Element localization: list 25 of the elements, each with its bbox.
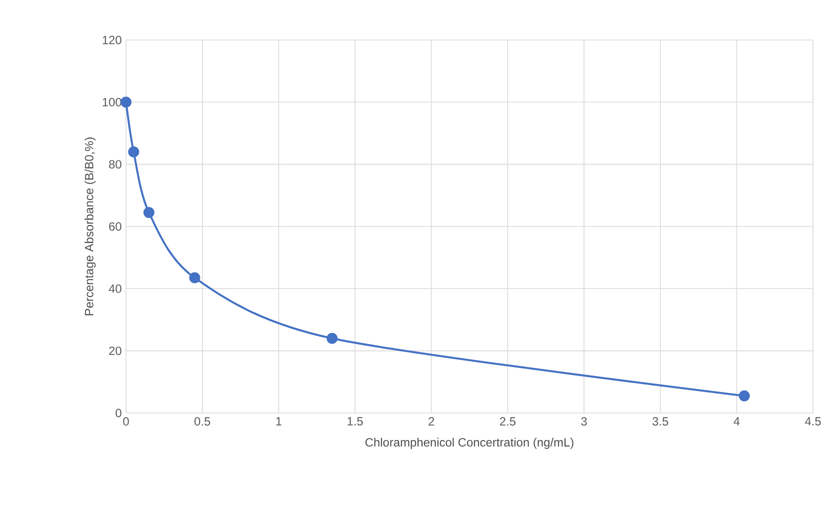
x-tick-label: 2 [428, 417, 434, 426]
y-tick-label: 0 [116, 408, 122, 418]
x-tick-label: 4 [734, 417, 740, 426]
point [189, 272, 200, 284]
point [738, 390, 750, 402]
x-tick-label: 1 [276, 417, 282, 426]
x-tick-label: 3 [581, 417, 587, 426]
y-tick-label: 20 [109, 346, 122, 356]
point [120, 96, 132, 108]
y-tick-label: 40 [108, 284, 122, 293]
point [128, 146, 140, 158]
y-tick-label: 60 [109, 222, 122, 231]
point [143, 207, 154, 218]
y-tick-label: 80 [109, 160, 122, 169]
y-axis-title: Percentage Absorbance (B/B0,%) [84, 138, 96, 316]
x-tick-label: 0 [123, 417, 129, 426]
y-tick-label: 120 [102, 36, 122, 44]
point [326, 332, 338, 344]
x-tick-label: 2.5 [500, 417, 516, 426]
x-tick-label: 0.5 [194, 417, 210, 426]
x-tick-label: 4.5 [804, 417, 821, 426]
x-tick-label: 1.5 [348, 417, 363, 426]
x-axis-title: Chloramphenicol Concertration (ng/mL) [365, 438, 574, 449]
x-tick-label: 3.5 [652, 417, 668, 426]
y-tick-label: 100 [102, 98, 122, 106]
